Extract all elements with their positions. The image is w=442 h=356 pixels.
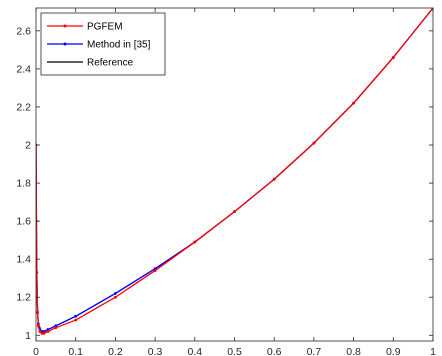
y-tick-label: 1.6 bbox=[16, 216, 31, 228]
x-tick-label: 0 bbox=[33, 346, 39, 356]
series-point-0 bbox=[352, 101, 355, 105]
series-point-0 bbox=[153, 269, 157, 272]
y-tick-label: 1.4 bbox=[16, 254, 31, 266]
y-tick-label: 1.2 bbox=[16, 292, 31, 304]
legend-marker-0 bbox=[63, 24, 67, 28]
x-tick-label: 0.8 bbox=[346, 346, 361, 356]
x-tick-label: 0.4 bbox=[187, 346, 202, 356]
y-tick-label: 1.8 bbox=[16, 178, 31, 190]
legend-label-2: Reference bbox=[87, 58, 134, 69]
series-point-0 bbox=[114, 295, 117, 299]
y-tick-label: 2 bbox=[25, 140, 31, 152]
x-tick-label: 0.9 bbox=[386, 346, 401, 356]
series-point-0 bbox=[36, 311, 39, 314]
series-point-0 bbox=[391, 56, 395, 59]
series-point-0 bbox=[36, 271, 39, 274]
series-point-0 bbox=[38, 330, 42, 333]
series-point-0 bbox=[42, 331, 46, 335]
x-tick-label: 0.2 bbox=[108, 346, 123, 356]
x-tick-label: 0.1 bbox=[68, 346, 83, 356]
x-tick-label: 0.3 bbox=[148, 346, 163, 356]
series-point-0 bbox=[36, 324, 40, 328]
x-tick-label: 0.5 bbox=[227, 346, 242, 356]
series-point-0 bbox=[233, 210, 236, 214]
y-tick-label: 2.2 bbox=[16, 101, 31, 113]
x-tick-label: 1 bbox=[430, 346, 436, 356]
y-tick-label: 2.6 bbox=[16, 25, 31, 37]
legend-label-0: PGFEM bbox=[87, 22, 123, 33]
legend: PGFEM Method in [35] Reference bbox=[40, 12, 166, 76]
y-tick-label: 1 bbox=[25, 330, 31, 342]
y-tick-label: 2.4 bbox=[16, 63, 31, 75]
series-point-0 bbox=[74, 318, 78, 322]
series-point-1 bbox=[74, 314, 78, 318]
series-point-0 bbox=[40, 331, 44, 335]
x-tick-label: 0.7 bbox=[307, 346, 322, 356]
series-point-0 bbox=[272, 177, 276, 181]
series-point-1 bbox=[114, 292, 117, 295]
legend-label-1: Method in [35] bbox=[87, 40, 151, 51]
series-point-0 bbox=[54, 326, 58, 330]
legend-marker-1 bbox=[63, 42, 67, 46]
series-point-0 bbox=[312, 141, 316, 145]
series-point-0 bbox=[46, 330, 50, 333]
series-line-0 bbox=[36, 8, 433, 335]
series-point-0 bbox=[193, 240, 197, 244]
x-tick-label: 0.6 bbox=[267, 346, 282, 356]
